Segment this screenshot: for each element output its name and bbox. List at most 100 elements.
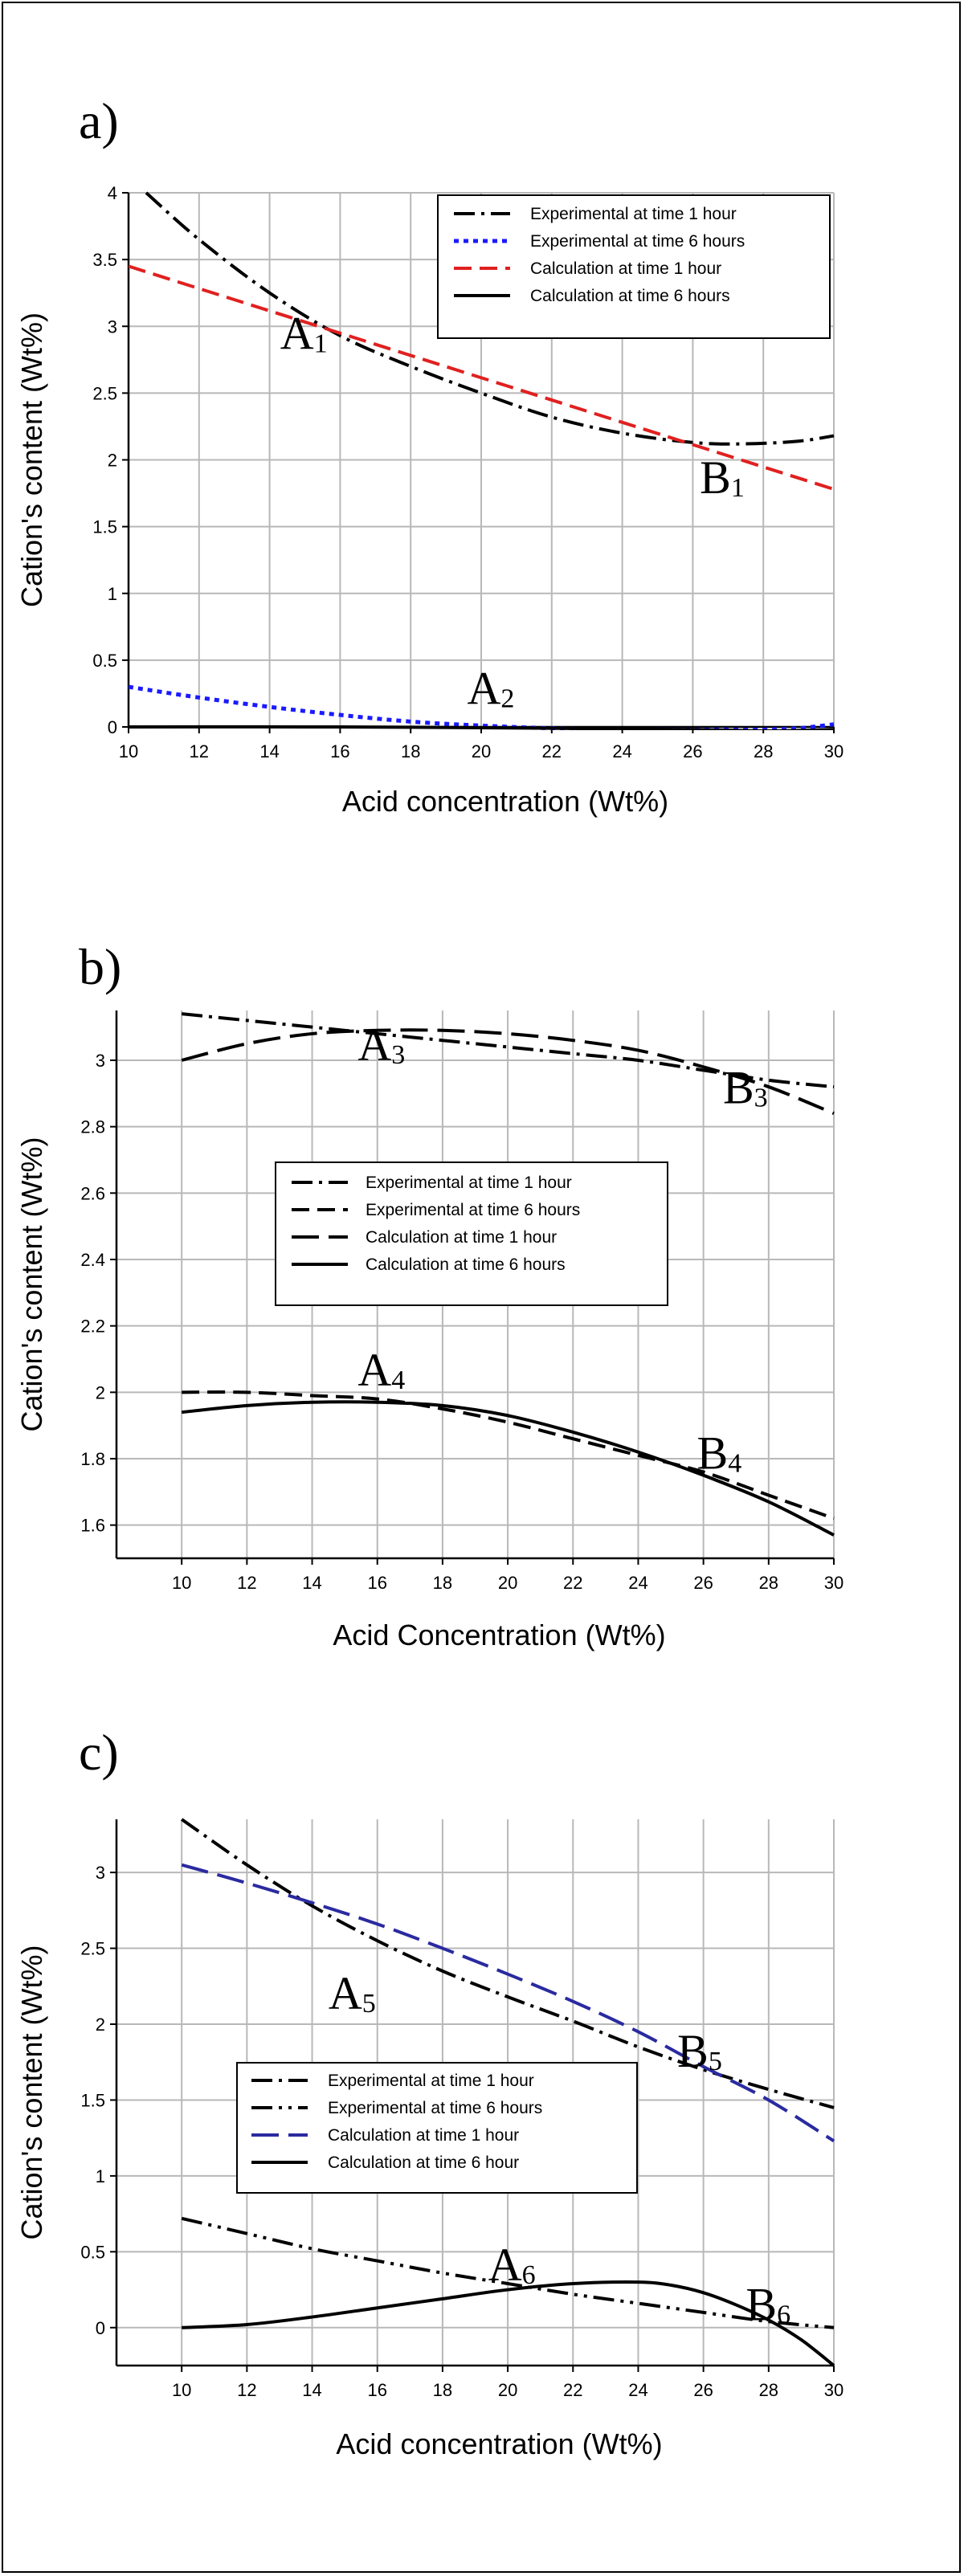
annotation-3: A6 bbox=[488, 2239, 536, 2291]
legend-entry-3: Calculation at time 1 hour bbox=[366, 1228, 557, 1247]
x-tick-label: 16 bbox=[367, 1573, 386, 1593]
y-tick-label: 1.5 bbox=[92, 517, 117, 537]
x-tick-label: 22 bbox=[563, 2380, 582, 2400]
y-tick-label: 2 bbox=[96, 2015, 105, 2035]
legend-box bbox=[437, 194, 831, 339]
y-tick-label: 2.2 bbox=[80, 1317, 105, 1337]
x-tick-label: 28 bbox=[759, 1573, 778, 1593]
y-tick-label: 2.5 bbox=[80, 1939, 105, 1959]
x-tick-label: 22 bbox=[542, 741, 562, 761]
legend-entry-3: Calculation at time 1 hour bbox=[530, 259, 721, 278]
legend-entry-3: Calculation at time 1 hour bbox=[328, 2126, 519, 2145]
series-line-1 bbox=[181, 1818, 835, 2109]
annotation-2: B1 bbox=[700, 451, 745, 504]
x-tick-label: 18 bbox=[433, 2380, 452, 2400]
annotation-1: A1 bbox=[280, 308, 328, 360]
series-line-3 bbox=[129, 264, 835, 491]
annotation-4: B6 bbox=[745, 2278, 790, 2330]
x-tick-label: 20 bbox=[498, 2380, 517, 2400]
x-tick-label: 10 bbox=[172, 2380, 191, 2400]
y-tick-label: 0 bbox=[96, 2318, 105, 2338]
x-axis-title: Acid concentration (Wt%) bbox=[336, 2427, 662, 2460]
series-group bbox=[181, 1012, 835, 1537]
series-line-1 bbox=[181, 1012, 835, 1089]
annotation-3: A4 bbox=[357, 1344, 405, 1396]
y-tick-label: 0.5 bbox=[80, 2242, 105, 2262]
series-line-4 bbox=[129, 725, 835, 730]
legend-entry-2: Experimental at time 6 hours bbox=[366, 1201, 580, 1219]
x-tick-label: 12 bbox=[190, 741, 209, 761]
y-tick-label: 1 bbox=[96, 2166, 105, 2186]
legend-entry-1: Experimental at time 1 hour bbox=[530, 205, 737, 223]
chart-panel-3: c) 10 12 14 16 18 20 22 24 26 28 30 0 0.5 1 1.5 2 2.5 3 Aci… bbox=[15, 1724, 844, 2460]
x-tick-label: 30 bbox=[824, 741, 844, 761]
x-tick-label: 16 bbox=[330, 741, 349, 761]
x-tick-label: 26 bbox=[693, 1573, 713, 1593]
series-line-1 bbox=[145, 191, 835, 446]
legend-entry-1: Experimental at time 1 hour bbox=[328, 2072, 534, 2090]
series-group bbox=[181, 1818, 835, 2367]
legend-entry-4: Calculation at time 6 hour bbox=[328, 2153, 519, 2172]
y-tick-label: 2.8 bbox=[80, 1117, 105, 1137]
annotation-4: B4 bbox=[697, 1427, 742, 1479]
y-tick-label: 2.5 bbox=[92, 383, 117, 403]
y-tick-label: 1.6 bbox=[80, 1516, 105, 1536]
x-tick-label: 26 bbox=[693, 2380, 713, 2400]
legend-entry-4: Calculation at time 6 hours bbox=[530, 287, 730, 305]
legend: Experimental at time 1 hour Experimental … bbox=[437, 194, 831, 339]
x-tick-label: 18 bbox=[401, 741, 420, 761]
x-tick-label: 30 bbox=[824, 2380, 844, 2400]
series-line-2 bbox=[182, 1390, 835, 1521]
annotation-3: A2 bbox=[467, 663, 514, 715]
legend-box bbox=[275, 1161, 668, 1306]
chart-panel-1: a) 10 12 14 16 18 20 22 24 26 28 30 0 0.5 1 1.5 2 2.5 3 3.5… bbox=[15, 92, 844, 818]
y-tick-label: 1 bbox=[108, 584, 117, 604]
x-tick-label: 10 bbox=[172, 1573, 191, 1593]
y-tick-label: 4 bbox=[108, 183, 117, 203]
series-line-4 bbox=[182, 2280, 835, 2367]
series-line-3 bbox=[181, 1863, 835, 2143]
x-tick-label: 24 bbox=[612, 741, 631, 761]
x-tick-label: 22 bbox=[563, 1573, 582, 1593]
legend-entry-2: Experimental at time 6 hours bbox=[328, 2099, 542, 2117]
y-tick-label: 1.8 bbox=[80, 1449, 105, 1469]
x-tick-label: 28 bbox=[759, 2380, 778, 2400]
x-tick-label: 24 bbox=[628, 1573, 647, 1593]
y-tick-label: 2 bbox=[108, 451, 117, 471]
legend-entry-1: Experimental at time 1 hour bbox=[366, 1174, 572, 1192]
y-tick-label: 3 bbox=[96, 1051, 105, 1071]
series-line-2 bbox=[181, 2216, 835, 2329]
x-tick-label: 14 bbox=[259, 741, 279, 761]
y-tick-label: 3 bbox=[96, 1863, 105, 1883]
y-tick-label: 1.5 bbox=[80, 2090, 105, 2110]
y-tick-label: 2.6 bbox=[80, 1183, 105, 1203]
annotation-1: A5 bbox=[329, 1967, 376, 2019]
y-axis-title: Cation's content (Wt%) bbox=[15, 1945, 48, 2240]
y-axis-title: Cation's content (Wt%) bbox=[15, 1137, 48, 1432]
series-group bbox=[129, 191, 835, 730]
y-tick-label: 3 bbox=[108, 316, 117, 337]
y-tick-label: 0 bbox=[108, 717, 117, 737]
x-tick-label: 14 bbox=[302, 2380, 321, 2400]
x-tick-label: 10 bbox=[119, 741, 138, 761]
x-tick-label: 12 bbox=[237, 1573, 256, 1593]
x-tick-label: 28 bbox=[754, 741, 773, 761]
panel-label: a) bbox=[79, 92, 119, 149]
x-tick-label: 20 bbox=[498, 1573, 517, 1593]
x-tick-label: 16 bbox=[367, 2380, 386, 2400]
annotation-1: A3 bbox=[357, 1019, 405, 1071]
y-tick-label: 0.5 bbox=[92, 651, 117, 671]
series-line-4 bbox=[181, 1400, 835, 1537]
x-axis-title: Acid concentration (Wt%) bbox=[342, 785, 668, 818]
x-tick-label: 12 bbox=[237, 2380, 256, 2400]
annotation-2: B3 bbox=[723, 1062, 768, 1114]
x-tick-label: 30 bbox=[824, 1573, 844, 1593]
legend: Experimental at time 1 hour Experimental … bbox=[275, 1161, 668, 1306]
x-tick-label: 20 bbox=[472, 741, 491, 761]
y-tick-label: 2 bbox=[96, 1382, 105, 1402]
legend-box bbox=[236, 2062, 638, 2194]
y-tick-label: 3.5 bbox=[92, 250, 117, 270]
panel-label: c) bbox=[79, 1724, 119, 1781]
